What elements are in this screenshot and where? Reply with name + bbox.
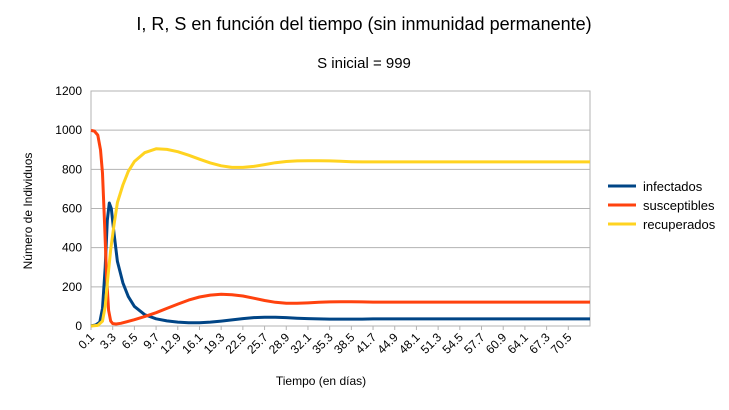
y-tick-label: 1200 xyxy=(55,84,82,98)
series-line-susceptibles xyxy=(90,128,590,326)
y-tick-label: 800 xyxy=(62,162,82,176)
y-tick-label: 1000 xyxy=(55,123,82,137)
legend-label: infectados xyxy=(643,179,703,194)
series-line-recuperados xyxy=(90,147,590,328)
x-axis-ticks: 0.1 3.3 6.5 9.712.916.119.322.525.728.932.1… xyxy=(75,326,575,357)
y-tick-label: 600 xyxy=(62,202,82,216)
x-tick-label: 12.9 xyxy=(157,330,184,357)
x-tick-label: 60.9 xyxy=(483,330,510,357)
y-axis-ticks: 0 200 400 600 800 1000 1200 xyxy=(55,84,82,333)
x-tick-label: 70.5 xyxy=(548,330,575,357)
x-tick-label: 19.3 xyxy=(201,330,228,357)
series-line-infectados xyxy=(90,201,590,328)
x-tick-label: 48.1 xyxy=(396,330,423,357)
x-tick-label: 22.5 xyxy=(223,330,250,357)
x-tick-label: 28.9 xyxy=(266,330,293,357)
legend: infectados susceptibles recuperados xyxy=(608,179,716,232)
y-tick-label: 400 xyxy=(62,241,82,255)
x-tick-label: 41.7 xyxy=(353,330,380,357)
legend-label: susceptibles xyxy=(643,198,715,213)
x-tick-label: 64.1 xyxy=(505,330,532,357)
x-tick-label: 32.1 xyxy=(288,330,315,357)
x-tick-label: 0.1 xyxy=(75,330,97,352)
chart-subtitle: S inicial = 999 xyxy=(317,55,411,72)
x-tick-label: 44.9 xyxy=(374,330,401,357)
plot-area-border xyxy=(90,90,591,327)
x-tick-label: 35.3 xyxy=(309,330,336,357)
x-tick-label: 6.5 xyxy=(119,330,141,352)
chart-title: I, R, S en función del tiempo (sin inmun… xyxy=(136,14,591,34)
x-tick-label: 54.5 xyxy=(440,330,467,357)
x-axis-label: Tiempo (en días) xyxy=(276,374,366,388)
y-axis-label: Número de Individuos xyxy=(21,153,35,270)
x-tick-label: 51.3 xyxy=(418,330,445,357)
x-tick-label: 25.7 xyxy=(244,330,271,357)
gridlines xyxy=(90,90,591,327)
x-tick-label: 3.3 xyxy=(97,330,119,352)
series-lines xyxy=(90,128,590,328)
y-tick-label: 200 xyxy=(62,280,82,294)
x-tick-label: 57.7 xyxy=(461,330,488,357)
y-tick-label: 0 xyxy=(75,319,82,333)
x-tick-label: 38.5 xyxy=(331,330,358,357)
x-tick-label: 67.3 xyxy=(526,330,553,357)
x-tick-label: 16.1 xyxy=(179,330,206,357)
legend-label: recuperados xyxy=(643,217,716,232)
